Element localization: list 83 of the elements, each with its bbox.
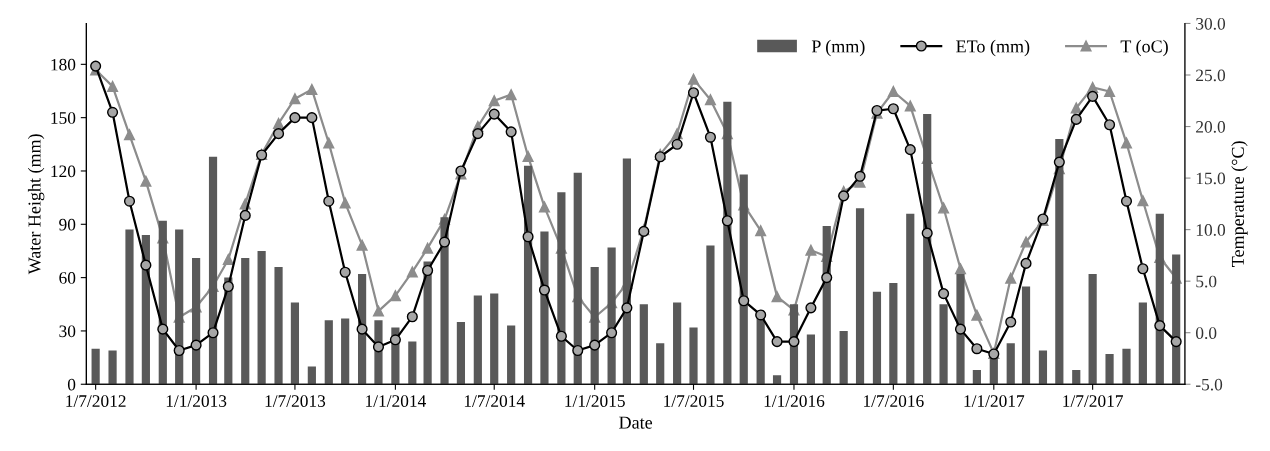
bar <box>806 334 815 385</box>
y-axis-title: Water Height (mm) <box>27 134 45 275</box>
bar <box>125 229 134 385</box>
bar <box>1021 286 1031 385</box>
x-tick-label: 1/7/2015 <box>664 395 724 407</box>
bar <box>158 220 167 385</box>
x-tick-label: 1/7/2014 <box>464 395 525 407</box>
bar <box>573 172 582 385</box>
bar <box>1006 343 1015 385</box>
y2-tick-label: -5.0 <box>1195 378 1223 391</box>
y2-axis-title: Temperature (°C) <box>1231 141 1248 267</box>
y-tick-label: 150 <box>51 112 76 124</box>
bar <box>341 318 350 385</box>
bar <box>855 208 865 385</box>
bar <box>557 192 566 385</box>
y-tick-label: 0 <box>67 378 76 391</box>
x-tick-label: 1/1/2015 <box>565 395 625 407</box>
bar <box>257 250 266 385</box>
y2-tick-label: 30.0 <box>1196 17 1226 30</box>
bar <box>307 366 316 385</box>
y-tick-label: 90 <box>59 218 76 231</box>
y-tick-label: 180 <box>51 58 76 71</box>
bar <box>91 348 100 385</box>
y2-tick-label: 5.0 <box>1196 275 1217 288</box>
y2-tick-label: 10.0 <box>1196 224 1226 236</box>
bar <box>723 101 732 385</box>
bar <box>839 330 848 385</box>
bar <box>473 295 482 385</box>
x-tick-label: 1/7/2017 <box>1063 395 1123 407</box>
x-tick-label: 1/7/2012 <box>66 395 126 407</box>
bar <box>490 293 499 385</box>
bar <box>507 325 516 385</box>
bar <box>706 245 715 385</box>
bar <box>1122 348 1131 385</box>
bar <box>324 320 333 385</box>
x-tick-label: 1/1/2016 <box>764 395 825 407</box>
bar <box>739 174 748 385</box>
bar <box>923 114 932 385</box>
bar <box>906 213 915 385</box>
bar <box>108 350 117 385</box>
bar <box>175 229 184 385</box>
legend-label: ETo (mm) <box>956 39 1030 57</box>
bar <box>241 258 250 385</box>
bar <box>1138 302 1147 385</box>
x-tick-label: 1/1/2014 <box>366 395 426 407</box>
y2-tick-label: 0.0 <box>1195 327 1217 339</box>
x-tick-label: 1/7/2016 <box>864 395 924 407</box>
x-tick-label: 1/1/2017 <box>964 395 1025 407</box>
x-axis-title: Date <box>619 416 653 429</box>
bar <box>274 266 283 385</box>
bar <box>290 302 300 385</box>
bar <box>772 375 782 385</box>
bar <box>607 247 616 385</box>
bar <box>408 341 417 385</box>
y2-tick-label: 15.0 <box>1196 172 1226 185</box>
x-tick-label: 1/1/2013 <box>166 395 227 407</box>
bar <box>656 343 665 385</box>
bar <box>889 282 898 385</box>
bar <box>208 156 218 385</box>
bar <box>1055 138 1064 385</box>
y-tick-label: 120 <box>51 165 76 178</box>
y-tick-label: 30 <box>59 325 76 338</box>
bar <box>1072 370 1081 385</box>
bar <box>456 322 466 385</box>
bar <box>622 158 631 385</box>
bar <box>689 327 698 385</box>
bar <box>939 304 948 385</box>
bar <box>673 302 682 385</box>
bar <box>1155 213 1164 385</box>
y2-tick-label: 20.0 <box>1196 121 1226 133</box>
y-tick-label: 60 <box>59 272 76 284</box>
bar <box>192 258 201 385</box>
bar <box>540 231 549 385</box>
bar <box>1105 354 1114 385</box>
legend-label: T (oC) <box>1120 39 1168 57</box>
bar <box>872 291 882 385</box>
y2-tick-label: 25.0 <box>1196 69 1226 82</box>
bar <box>639 304 648 385</box>
legend-label: P (mm) <box>811 39 865 57</box>
bar <box>972 370 981 385</box>
bar <box>1038 350 1048 385</box>
x-tick-label: 1/7/2013 <box>265 395 326 407</box>
bar <box>1088 274 1097 385</box>
